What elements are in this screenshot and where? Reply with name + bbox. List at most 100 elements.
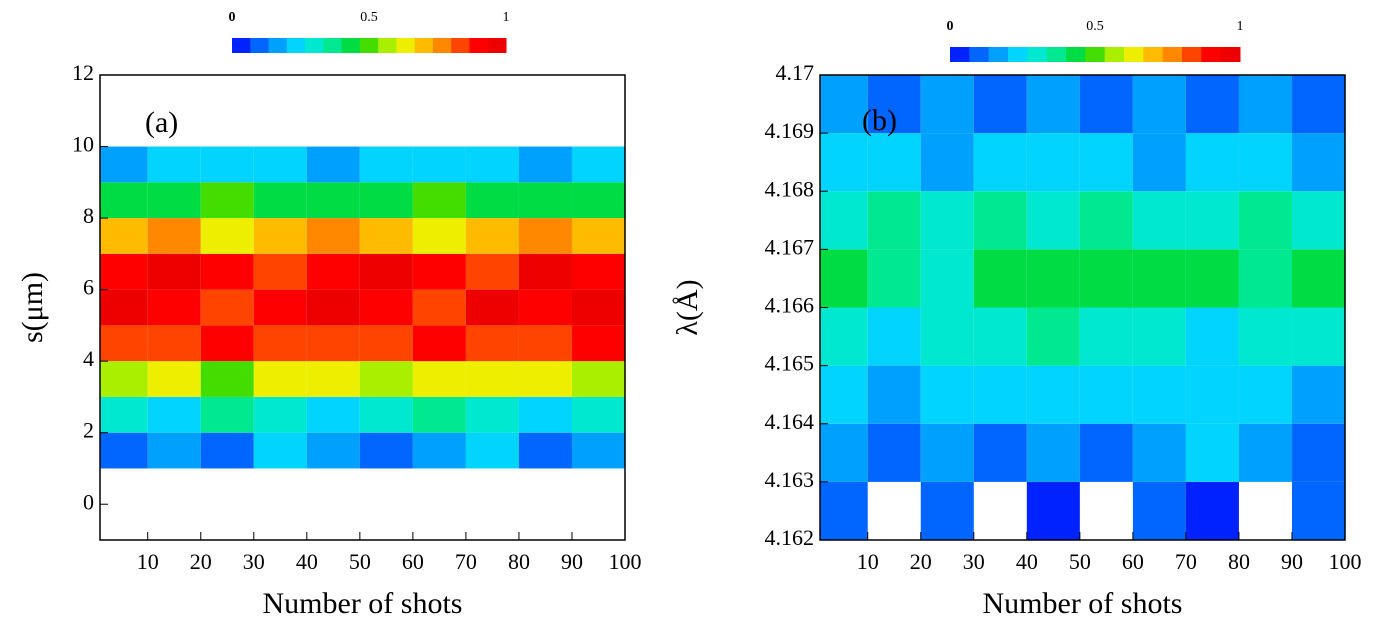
cell — [867, 133, 921, 192]
cell — [359, 253, 413, 290]
colorbar-swatch — [396, 38, 416, 53]
cell — [920, 365, 974, 424]
cell — [1185, 249, 1239, 308]
cell — [920, 133, 974, 192]
y-axis-label: λ(Å) — [671, 279, 704, 335]
cell — [518, 218, 572, 254]
colorbar-swatch — [988, 47, 1009, 62]
cell — [359, 182, 413, 219]
y-tick-label: 4.162 — [765, 525, 815, 550]
cell — [518, 253, 572, 290]
cell — [147, 182, 201, 219]
cell — [412, 361, 466, 397]
cell — [1185, 133, 1239, 192]
cell — [973, 75, 1027, 134]
cell — [359, 396, 413, 433]
cell — [100, 182, 148, 219]
x-tick-label: 60 — [402, 549, 424, 574]
cell — [1185, 75, 1239, 134]
cell — [820, 133, 868, 192]
cell — [306, 182, 360, 219]
cell — [1238, 365, 1292, 424]
cell — [1238, 75, 1292, 134]
x-tick-label: 90 — [561, 549, 583, 574]
x-tick-label: 40 — [1016, 549, 1038, 574]
cell — [1026, 423, 1080, 482]
panel-label: (b) — [862, 104, 897, 137]
colorbar-swatch — [1124, 47, 1144, 62]
cell — [920, 191, 974, 250]
cell — [147, 396, 201, 433]
colorbar-swatch — [359, 38, 379, 53]
colorbar-swatch — [1085, 47, 1106, 62]
cell — [306, 253, 360, 290]
cell — [100, 218, 148, 254]
cell — [920, 307, 974, 366]
cell — [465, 361, 519, 397]
cell — [571, 146, 625, 183]
colorbar-swatch — [1046, 47, 1067, 62]
cell — [359, 289, 413, 326]
cell — [820, 365, 868, 424]
cell — [920, 75, 974, 134]
cell — [1185, 307, 1239, 366]
colorbar-tick-label: 1 — [503, 10, 510, 25]
x-tick-label: 70 — [455, 549, 477, 574]
cell — [1026, 191, 1080, 250]
y-tick-label: 4.169 — [765, 118, 815, 143]
cell — [200, 432, 254, 469]
cell — [147, 218, 201, 254]
cell — [1291, 133, 1345, 192]
cell — [253, 146, 307, 183]
cell — [1026, 307, 1080, 366]
cell — [253, 182, 307, 219]
colorbar-tick-label: 0.5 — [360, 10, 378, 25]
cell — [100, 146, 148, 183]
cell — [973, 365, 1027, 424]
colorbar-swatch — [268, 38, 288, 53]
cell — [1185, 423, 1239, 482]
cell — [1132, 481, 1186, 540]
colorbar-swatch — [1182, 47, 1202, 62]
cell — [1026, 133, 1080, 192]
cell — [412, 432, 466, 469]
cell — [465, 146, 519, 183]
cell — [100, 432, 148, 469]
y-tick-label: 4.17 — [776, 60, 815, 85]
colorbar-swatch — [1220, 47, 1241, 62]
x-tick-label: 20 — [910, 549, 932, 574]
cell — [1238, 307, 1292, 366]
cell — [200, 146, 254, 183]
cell — [147, 253, 201, 290]
colorbar-swatch — [232, 38, 251, 53]
cell — [359, 146, 413, 183]
cell — [820, 75, 868, 134]
x-axis-label: Number of shots — [983, 587, 1183, 620]
cell — [571, 218, 625, 254]
cell — [867, 249, 921, 308]
colorbar-tick-label: 0 — [229, 10, 236, 25]
cell — [518, 289, 572, 326]
cell — [820, 423, 868, 482]
cell — [306, 361, 360, 397]
cell — [1132, 75, 1186, 134]
cell — [867, 365, 921, 424]
cell — [1291, 423, 1345, 482]
x-tick-label: 50 — [1069, 549, 1091, 574]
x-tick-label: 40 — [296, 549, 318, 574]
colorbar-swatch — [414, 38, 434, 53]
cell — [1291, 481, 1345, 540]
cell — [147, 361, 201, 397]
cell — [147, 289, 201, 326]
cell — [571, 432, 625, 469]
cell — [1291, 249, 1345, 308]
cell — [1185, 191, 1239, 250]
cell — [100, 396, 148, 433]
colorbar-swatch — [469, 38, 489, 53]
colorbar-swatch — [378, 38, 397, 53]
colorbar-swatch — [1143, 47, 1164, 62]
cell — [518, 396, 572, 433]
cell — [571, 396, 625, 433]
y-tick-label: 4 — [83, 346, 94, 371]
x-tick-label: 10 — [137, 549, 159, 574]
